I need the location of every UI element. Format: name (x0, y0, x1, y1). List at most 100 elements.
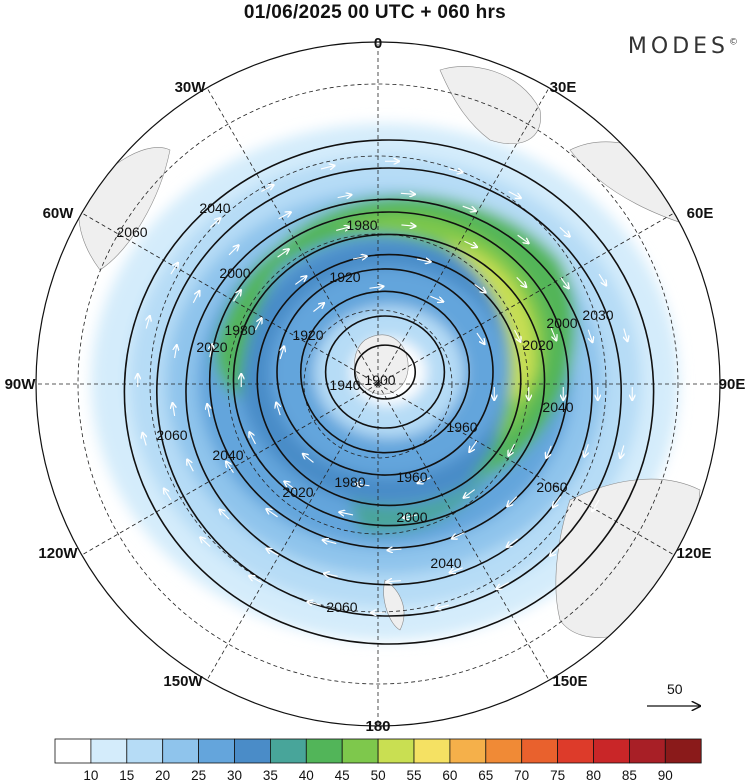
contour-label: 1960 (396, 469, 427, 485)
contour-label: 2020 (522, 337, 553, 353)
brand-name: MODES (627, 34, 729, 59)
contour-label: 1980 (346, 217, 377, 233)
colorbar-cell (198, 738, 235, 764)
wind-vector (146, 316, 150, 329)
contour-label: 2060 (156, 427, 187, 443)
longitude-label: 30W (175, 79, 207, 96)
latitude-circle (303, 309, 453, 459)
longitude-label: 60W (43, 205, 75, 222)
wind-vector (416, 259, 431, 262)
wind-vector (337, 195, 352, 198)
longitude-label: 90W (5, 376, 37, 393)
wind-vector (474, 283, 486, 292)
wind-vector (295, 276, 306, 285)
wind-vector (508, 443, 516, 456)
wind-vector (507, 496, 518, 507)
colorbar-cell (629, 738, 666, 764)
wind-vector (254, 318, 261, 331)
latitude-circle (77, 83, 679, 685)
wind-vector (323, 540, 337, 544)
colorbar-cell (90, 738, 128, 764)
wind-vector (584, 444, 588, 456)
wind-vector (352, 256, 367, 259)
brand-mark: © (729, 37, 738, 48)
wind-vector (517, 234, 529, 243)
colorbar-cell (305, 738, 343, 764)
wind-vector (560, 277, 569, 289)
wind-vector (624, 328, 628, 342)
colorbar-label: 70 (514, 768, 529, 782)
wind-vector (249, 576, 262, 583)
colorbar-label: 15 (119, 768, 134, 782)
colorbar-label: 10 (83, 768, 98, 782)
wind-scale-legend: 50 (647, 681, 700, 706)
landmass (439, 66, 541, 144)
longitude-label: 120W (38, 545, 78, 562)
contour-label: 2000 (396, 509, 427, 525)
wind-vector (284, 482, 296, 491)
contour-label: 2020 (282, 484, 313, 500)
wind-vector (559, 226, 570, 236)
wind-vector (452, 532, 465, 539)
colorbar-cell (593, 738, 630, 764)
map-boundary (35, 41, 721, 727)
wind-vector (187, 460, 194, 472)
contour-label: 1920 (329, 269, 360, 285)
wind-vector (232, 290, 240, 302)
wind-vector (418, 477, 431, 483)
brand-logo: MODES© (628, 34, 738, 59)
jet-core-band (350, 470, 490, 532)
wind-vector (356, 484, 370, 486)
longitude-label: 60E (687, 205, 714, 222)
wind-vector (249, 432, 256, 445)
colorbar-label: 50 (371, 768, 386, 782)
meridian-line (377, 212, 675, 385)
wind-vector (469, 440, 478, 452)
wind-vector (278, 212, 291, 220)
latitude-circle (227, 233, 529, 535)
wind-vector (401, 225, 415, 226)
longitude-label: 0 (374, 35, 382, 52)
contour-label: 2040 (430, 555, 461, 571)
contour-label: 2030 (582, 307, 613, 323)
wind-vector (226, 462, 234, 473)
meridian-line (206, 383, 379, 681)
map-title: 01/06/2025 00 UTC + 060 hrs (243, 2, 507, 23)
contour-label: 2040 (212, 447, 243, 463)
wind-vector (497, 582, 509, 590)
wind-vector (336, 227, 349, 231)
contour-label: 2040 (199, 200, 230, 216)
colorbar-cell (521, 738, 559, 764)
wind-vector (220, 510, 230, 520)
wind-vector (173, 403, 175, 417)
longitude-label: 120E (676, 545, 711, 562)
wind-vector (516, 276, 526, 287)
colorbar-cell (341, 738, 379, 764)
wind-vector (553, 496, 562, 507)
colorbar-cell (377, 738, 415, 764)
wind-vector (546, 445, 552, 458)
wind-vector (261, 185, 273, 192)
wind-vector (339, 512, 354, 515)
height-contour (276, 268, 494, 476)
landmass (383, 579, 405, 631)
wind-vector (588, 329, 592, 342)
wind-vector (430, 295, 443, 301)
colorbar-cell (485, 738, 523, 764)
colorbar-label: 25 (191, 768, 206, 782)
colorbar-cell (413, 738, 451, 764)
contour-labels: 1900 1920 1920 1940 1960 1960 1980 1980 1980 2000… (116, 200, 613, 615)
colorbar-label: 60 (442, 768, 457, 782)
wind-vector (164, 489, 172, 501)
contour-label: 2040 (542, 399, 573, 415)
wind-vector (303, 454, 314, 463)
wind-vector (266, 509, 278, 518)
colorbar-label: 30 (227, 768, 242, 782)
colorbar-cell (54, 738, 92, 764)
wind-vector (320, 166, 335, 169)
contour-label: 1920 (292, 327, 323, 343)
colorbar-cell (126, 738, 164, 764)
wind-vector (403, 515, 418, 518)
colorbar-label: 40 (299, 768, 314, 782)
jet-core-band (440, 240, 536, 401)
